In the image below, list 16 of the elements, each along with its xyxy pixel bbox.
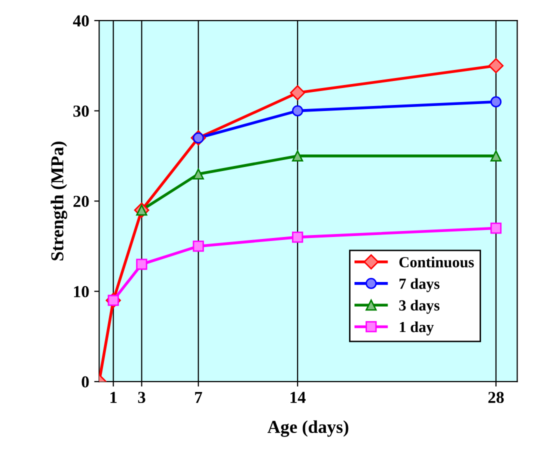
x-tick-label: 7: [195, 392, 202, 403]
y-axis-title: Strength (MPa): [50, 142, 68, 260]
y-tick-label: 40: [73, 15, 89, 27]
legend-label: 1 day: [400, 321, 434, 336]
x-axis-title: Age (days): [268, 420, 348, 437]
y-tick-label: 20: [73, 196, 89, 208]
x-tick-label: 1: [110, 392, 117, 403]
legend-label: 3 days: [399, 300, 440, 314]
x-tick-label: 28: [488, 392, 504, 404]
y-tick-label: 0: [82, 376, 89, 388]
legend-label: Continuous: [399, 256, 474, 268]
legend-label: 7 days: [400, 278, 440, 292]
x-tick-label: 3: [138, 392, 146, 404]
y-tick-label: 10: [74, 286, 89, 298]
y-tick-label: 30: [73, 106, 89, 117]
x-tick-label: 14: [290, 392, 306, 403]
